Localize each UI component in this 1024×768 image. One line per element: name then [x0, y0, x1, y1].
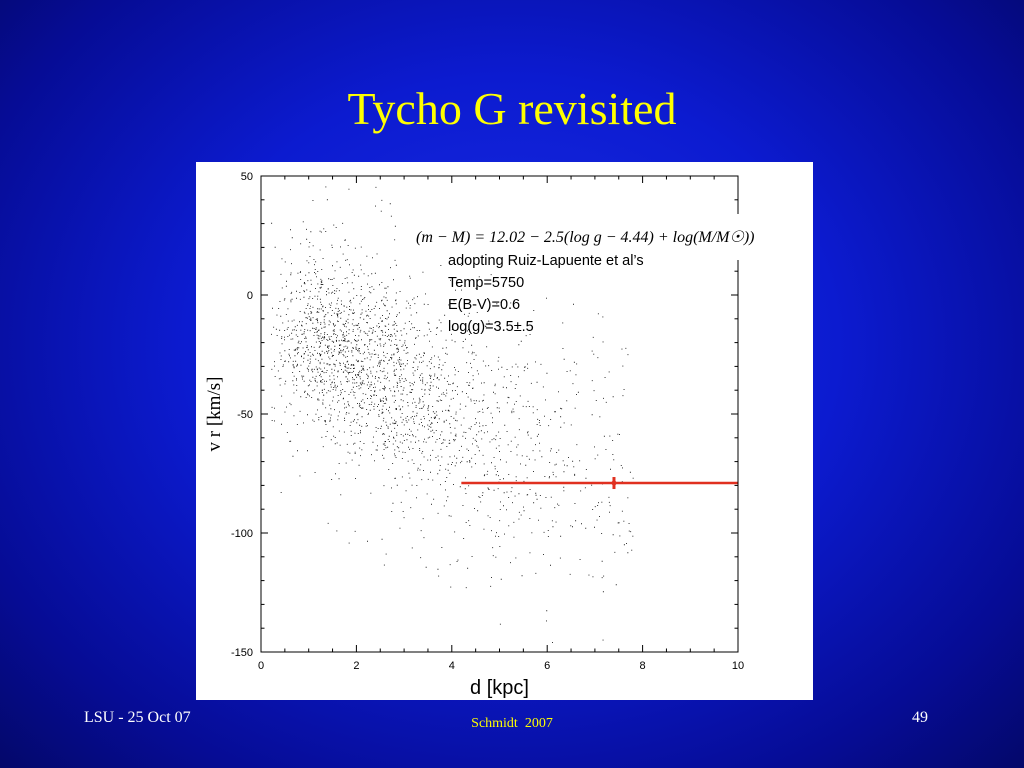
reference-line-group — [461, 477, 738, 490]
y-tick-label: -150 — [231, 647, 253, 659]
annotation-block: (m − M) = 12.02 − 2.5(log g − 4.44) + lo… — [413, 214, 803, 335]
slide-title: Tycho G revisited — [347, 83, 677, 134]
x-tick-label: 0 — [258, 660, 264, 672]
x-axis-title: d [kpc] — [470, 677, 529, 699]
annotation-line-1: adopting Ruiz-Lapuente et al’s — [448, 253, 644, 269]
footer-left-text: LSU - 25 Oct 07 — [84, 709, 191, 726]
y-axis-title: v r [km/s] — [204, 377, 225, 452]
reference-marker-dot — [611, 480, 617, 486]
footer-credit: Schmidt 2007 — [471, 716, 553, 731]
annotation-line-2: Temp=5750 — [448, 275, 524, 291]
x-tick-label: 6 — [544, 660, 550, 672]
x-tick-label: 4 — [449, 660, 455, 672]
x-tick-label: 8 — [640, 660, 646, 672]
formula-text: (m − M) = 12.02 − 2.5(log g − 4.44) + lo… — [416, 229, 755, 246]
y-tick-label: -100 — [231, 528, 253, 540]
y-tick-label: -50 — [237, 409, 253, 421]
annotation-line-4: log(g)=3.5±.5 — [448, 319, 534, 335]
page-number: 49 — [912, 709, 928, 726]
axes: 0 2 4 6 8 10 50 0 -50 -100 -150 d [kpc] v r [km/s] — [204, 171, 744, 699]
annotation-line-3: E(B-V)=0.6 — [448, 297, 520, 313]
y-tick-label: 0 — [247, 290, 253, 302]
x-tick-label: 2 — [353, 660, 359, 672]
scatter-plot-panel: 0 2 4 6 8 10 50 0 -50 -100 -150 d [kpc] v r [km/s] (… — [196, 162, 813, 700]
x-tick-label: 10 — [732, 660, 744, 672]
scatter-plot: 0 2 4 6 8 10 50 0 -50 -100 -150 d [kpc] v r [km/s] (… — [196, 162, 813, 700]
y-tick-label: 50 — [241, 171, 253, 183]
